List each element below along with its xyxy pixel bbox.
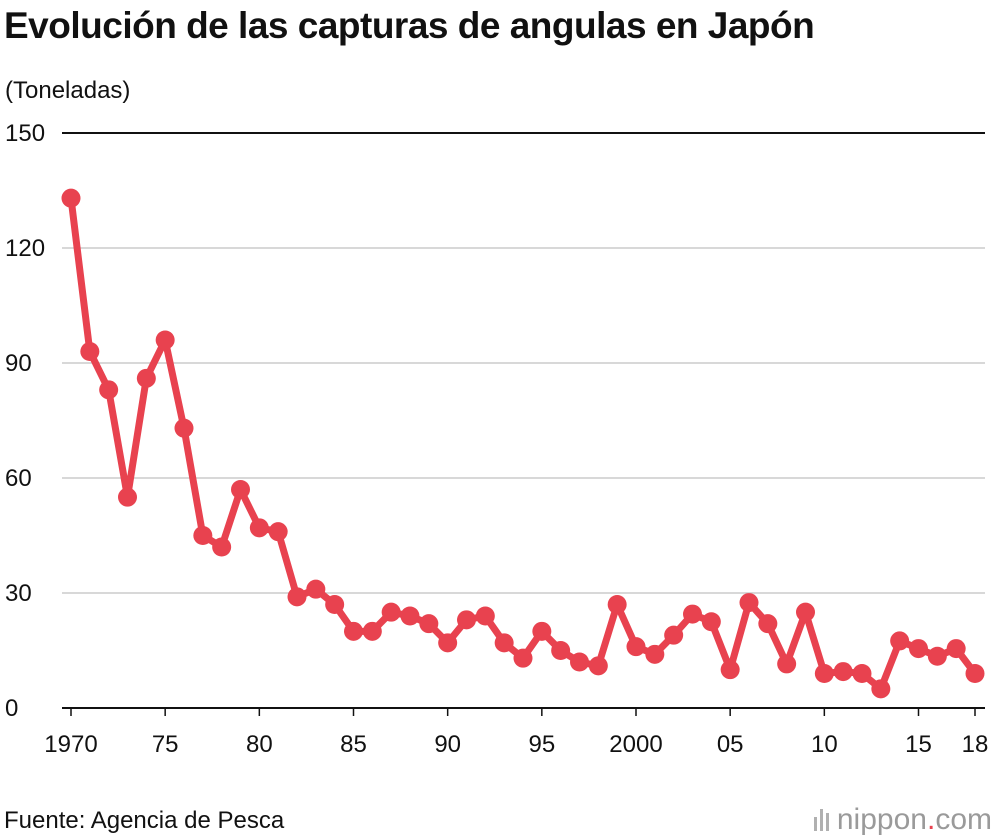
data-point-1992	[475, 606, 495, 626]
data-point-2015	[909, 639, 928, 659]
data-point-2008	[777, 654, 797, 674]
x-tick-label: 1970	[44, 731, 97, 758]
source-note: Fuente: Agencia de Pesca	[4, 807, 285, 834]
data-point-1974	[136, 368, 156, 388]
data-point-2004	[701, 612, 721, 632]
data-point-2014	[890, 631, 910, 651]
brand-dot: .	[926, 803, 936, 836]
data-point-2011	[833, 662, 853, 682]
data-point-1996	[551, 641, 571, 660]
data-point-1982	[287, 587, 307, 607]
y-tick-label: 90	[5, 350, 32, 377]
data-point-2009	[796, 602, 815, 622]
data-point-2003	[683, 604, 702, 624]
data-point-1988	[400, 606, 420, 626]
data-point-1991	[457, 610, 476, 630]
x-axis-ticks: 1970 75 80 85 90 95 2000 05 10 15 18	[44, 708, 988, 758]
data-point-1984	[325, 595, 345, 614]
data-point-2006	[739, 593, 759, 613]
y-tick-label: 120	[5, 235, 45, 262]
chart-title: Evolución de las capturas de angulas en …	[4, 5, 815, 46]
data-point-2016	[927, 646, 947, 666]
x-tick-label: 2000	[609, 731, 662, 758]
data-point-2018	[965, 664, 985, 683]
data-point-1986	[362, 621, 382, 641]
y-tick-label: 150	[5, 120, 45, 147]
data-point-2010	[814, 664, 834, 683]
x-tick-label: 10	[811, 731, 838, 758]
x-tick-label: 18	[962, 731, 989, 758]
data-point-1985	[344, 621, 363, 641]
nippon-logo: nippon. com	[813, 800, 992, 840]
data-point-1994	[513, 648, 533, 668]
y-axis-ticks: 0 30 60 90 120 150	[5, 120, 45, 722]
series-layer	[61, 188, 985, 699]
data-point-1973	[118, 487, 137, 507]
x-tick-label: 95	[528, 731, 555, 758]
data-point-1983	[306, 579, 326, 599]
data-point-1999	[607, 595, 627, 614]
data-point-2017	[946, 639, 966, 659]
y-axis-label: (Toneladas)	[5, 77, 130, 104]
data-point-1970	[61, 188, 81, 208]
data-point-2013	[871, 679, 891, 699]
data-point-2012	[852, 664, 872, 683]
data-point-1980	[249, 518, 269, 538]
series-line	[67, 194, 979, 693]
grid-lines	[62, 132, 985, 709]
y-tick-label: 0	[5, 695, 18, 722]
x-tick-label: 75	[152, 731, 179, 758]
data-point-2007	[758, 614, 778, 634]
x-tick-label: 80	[246, 731, 273, 758]
x-tick-label: 15	[905, 731, 932, 758]
data-point-1997	[570, 652, 589, 672]
data-point-1971	[80, 342, 100, 361]
nippon-logo-icon	[813, 809, 829, 831]
x-tick-label: 85	[340, 731, 367, 758]
data-point-2005	[720, 660, 740, 680]
y-tick-label: 60	[5, 465, 32, 492]
data-point-1972	[99, 380, 119, 400]
data-point-1978	[212, 537, 232, 557]
data-point-1990	[438, 633, 458, 653]
data-point-1976	[174, 418, 194, 438]
data-point-1998	[588, 656, 608, 676]
data-point-1993	[494, 633, 514, 653]
data-point-1995	[532, 621, 552, 641]
data-point-2000	[626, 637, 646, 657]
data-point-1979	[231, 480, 250, 499]
data-point-2002	[664, 625, 684, 645]
x-tick-label: 90	[434, 731, 461, 758]
data-point-1987	[381, 602, 401, 622]
brand-name: nippon	[836, 803, 927, 836]
y-tick-label: 30	[5, 580, 32, 607]
data-point-1989	[419, 614, 439, 634]
x-tick-label: 05	[717, 731, 744, 758]
data-point-2001	[645, 644, 665, 664]
data-point-1975	[155, 330, 175, 350]
brand-suffix: com	[935, 803, 992, 836]
data-point-1981	[268, 522, 288, 542]
data-point-1977	[193, 526, 213, 545]
